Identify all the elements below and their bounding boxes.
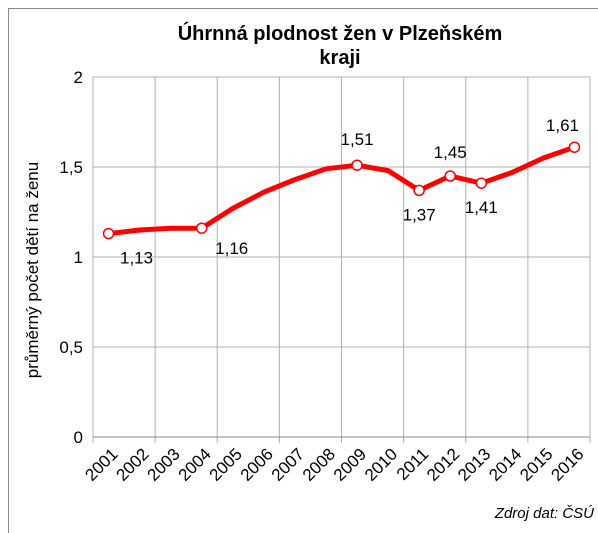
- line: [108, 144, 576, 237]
- x-tick-label: 2010: [361, 445, 401, 485]
- data-label: 1,13: [120, 249, 153, 268]
- point-marker: [568, 141, 581, 153]
- chart-frame: [8, 8, 598, 533]
- data-label: 1,51: [340, 130, 373, 149]
- x-tick-label: 2001: [81, 445, 121, 485]
- x-tick-label: 2008: [299, 445, 339, 485]
- y-tick-label: 1,5: [59, 158, 83, 177]
- x-tick-label: 2011: [393, 445, 432, 484]
- y-axis-label: průměrný počet dětí na ženu: [23, 162, 42, 378]
- data-label: 1,61: [546, 116, 579, 135]
- source: Zdroj dat: ČSÚ: [494, 505, 594, 522]
- x-tick-label: 2009: [330, 445, 370, 485]
- point-marker: [413, 184, 425, 197]
- y-tick-label: 0,5: [59, 338, 83, 357]
- x-tick-label: 2005: [206, 445, 246, 485]
- x-tick-label: 2014: [485, 445, 525, 485]
- point-marker: [475, 177, 488, 189]
- x-tick-label: 2013: [454, 445, 494, 485]
- y-tick-label: 2: [74, 68, 83, 87]
- point-marker: [444, 170, 456, 182]
- y-tick-label: 0: [74, 428, 83, 447]
- point-marker: [351, 159, 363, 171]
- x-tick-label: 2012: [423, 445, 463, 485]
- data-label: 1,45: [434, 143, 467, 162]
- x-tick-label: 2003: [144, 445, 184, 485]
- x-tick-label: 2016: [547, 445, 587, 485]
- data-label: 1,37: [403, 205, 436, 224]
- x-tick-label: 2002: [112, 445, 152, 485]
- point-marker: [102, 227, 115, 240]
- x-tick-label: 2004: [175, 445, 215, 485]
- chart-title: Úhrnná plodnost žen v Plzeňském kraji: [178, 21, 503, 69]
- x-tick-label: 2006: [237, 445, 277, 485]
- x-tick-label: 2007: [268, 445, 308, 485]
- x-tick-label: 2015: [516, 445, 556, 485]
- y-tick-label: 1: [74, 248, 83, 267]
- data-label: 1,16: [215, 239, 248, 258]
- point-marker: [195, 222, 208, 234]
- data-label: 1,41: [465, 198, 498, 217]
